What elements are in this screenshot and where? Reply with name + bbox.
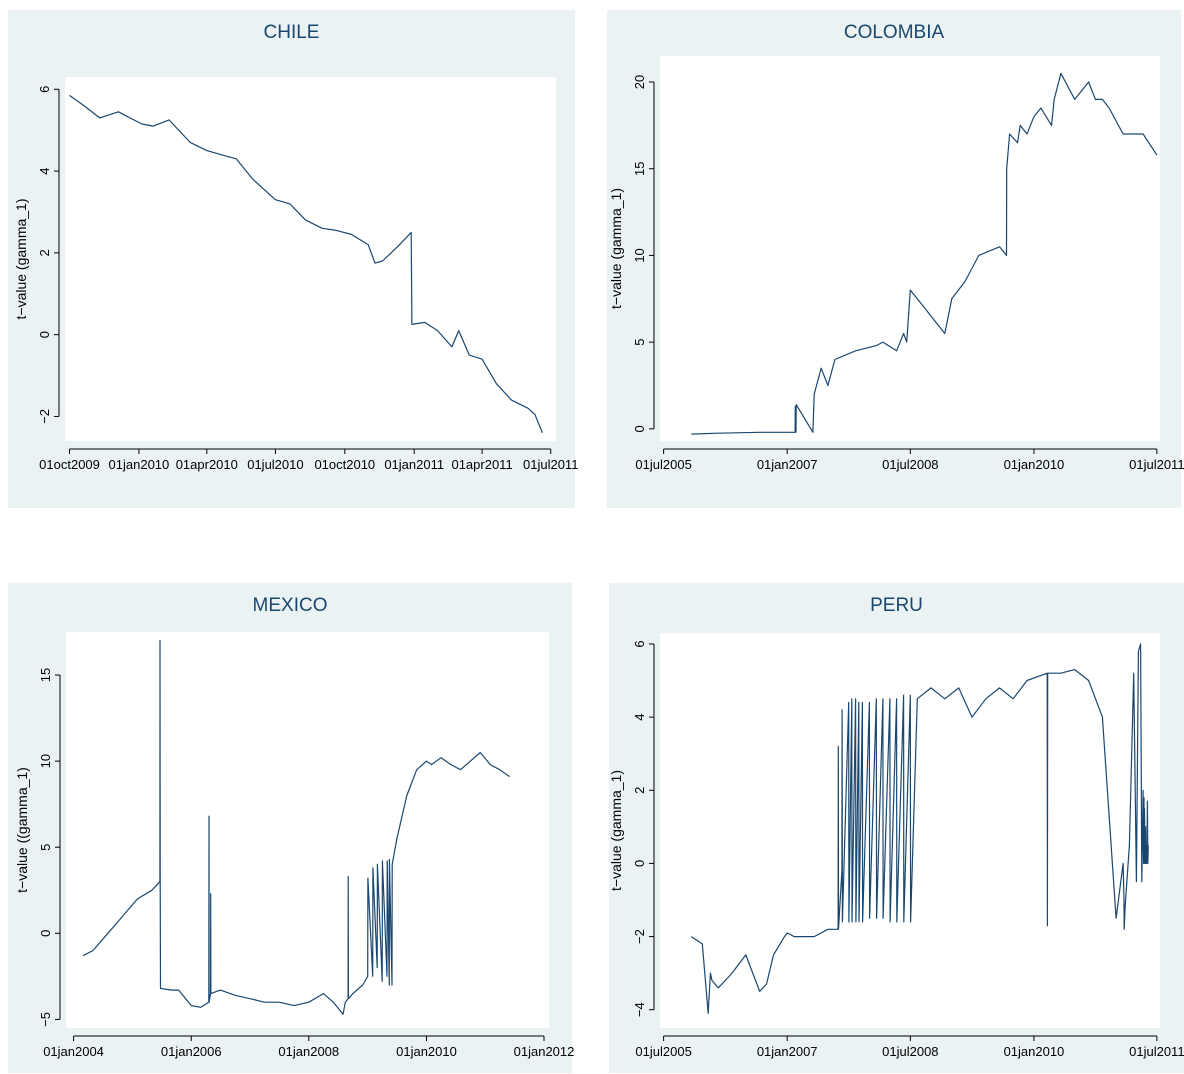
chart-panel-chile: CHILE −2 0 2 4 6 01oct2009 01jan2010 01apr2010 01… (8, 10, 578, 508)
y-axis-title-chile: t−value (gamma_1) (13, 198, 29, 319)
x-tick-label: 01apr2011 (451, 457, 512, 472)
x-tick-label: 01oct2009 (39, 457, 100, 472)
y-tick-label: 5 (632, 339, 647, 346)
y-tick-label: 10 (38, 754, 53, 768)
series-line-chile (69, 94, 543, 434)
y-tick-label: 6 (37, 86, 52, 93)
y-tick-label: 0 (37, 331, 52, 338)
x-tick-label: 01jul2008 (882, 457, 938, 472)
x-tick-label: 01jul2008 (882, 1044, 938, 1059)
chart-title-peru: PERU (870, 595, 923, 616)
y-tick-label: 2 (37, 249, 52, 256)
chart-svg-chile: CHILE −2 0 2 4 6 01oct2009 01jan2010 01apr2010 01… (13, 22, 578, 472)
x-tick-label: 01jan2012 (514, 1044, 575, 1059)
chart-svg-peru: PERU −4 −2 0 2 4 6 01jul2005 01jan2007 01jul2008 0… (608, 595, 1184, 1059)
chart-title-chile: CHILE (264, 22, 320, 43)
x-tick-label: 01jul2011 (1129, 457, 1184, 472)
x-tick-label: 01jan2007 (757, 1044, 818, 1059)
chart-svg-colombia: COLOMBIA 0 5 10 15 20 01jul2005 01jan2007 01jul2… (608, 22, 1184, 472)
x-tick-label: 01jul2005 (635, 1044, 691, 1059)
x-tick-label: 01jan2008 (278, 1044, 339, 1059)
y-tick-label: 0 (38, 930, 53, 937)
y-tick-label: 5 (38, 844, 53, 851)
y-tick-label: 10 (632, 248, 647, 262)
y-tick-label: 4 (632, 714, 647, 721)
plot-area-colombia (660, 56, 1160, 441)
y-axis-title-mexico: t−value ((gamma_1) (14, 767, 30, 893)
series-line-mexico (82, 639, 510, 1015)
y-tick-label: 2 (632, 787, 647, 794)
chart-panel-mexico: MEXICO −5 0 5 10 15 01jan2004 01jan2006 01jan200… (8, 583, 575, 1073)
plot-area-chile (65, 77, 556, 441)
chart-title-colombia: COLOMBIA (844, 22, 945, 43)
x-tick-label: 01jan2010 (109, 457, 170, 472)
x-tick-label: 01jul2011 (1129, 1044, 1184, 1059)
x-tick-label: 01jan2010 (396, 1044, 457, 1059)
x-tick-label: 01jan2006 (161, 1044, 222, 1059)
series-line-colombia (691, 72, 1158, 435)
x-tick-label: 01jan2011 (384, 457, 444, 472)
y-tick-label: −2 (632, 929, 647, 944)
y-tick-label: −2 (37, 409, 52, 424)
y-tick-label: 4 (37, 167, 52, 174)
x-tick-label: 01apr2010 (176, 457, 238, 472)
x-tick-label: 01jan2007 (757, 457, 818, 472)
x-tick-label: 01jul2005 (635, 457, 691, 472)
y-tick-label: 15 (632, 161, 647, 175)
y-tick-label: −5 (38, 1012, 53, 1027)
y-tick-label: 0 (632, 425, 647, 432)
x-tick-label: 01jul2011 (523, 457, 578, 472)
y-tick-label: 20 (632, 75, 647, 89)
x-tick-label: 01jul2010 (247, 457, 303, 472)
x-tick-label: 01jan2004 (43, 1044, 104, 1059)
chart-panel-peru: PERU −4 −2 0 2 4 6 01jul2005 01jan2007 01jul2008 0… (608, 583, 1184, 1073)
plot-area-mexico (66, 632, 549, 1028)
x-tick-label: 01jan2010 (1004, 457, 1065, 472)
y-axis-title-peru: t−value (gamma_1) (608, 770, 624, 891)
y-axis-title-colombia: t−value (gamma_1) (608, 188, 624, 309)
chart-title-mexico: MEXICO (253, 595, 328, 616)
x-tick-label: 01oct2010 (314, 457, 375, 472)
chart-panel-colombia: COLOMBIA 0 5 10 15 20 01jul2005 01jan2007 01jul2… (607, 10, 1184, 508)
y-tick-label: 6 (632, 640, 647, 647)
y-tick-label: 15 (38, 668, 53, 682)
series-line-peru (690, 643, 1149, 1014)
y-tick-label: −4 (632, 1002, 647, 1017)
chart-svg-mexico: MEXICO −5 0 5 10 15 01jan2004 01jan2006 01jan200… (14, 595, 575, 1059)
x-tick-label: 01jan2010 (1004, 1044, 1065, 1059)
y-tick-label: 0 (632, 860, 647, 867)
